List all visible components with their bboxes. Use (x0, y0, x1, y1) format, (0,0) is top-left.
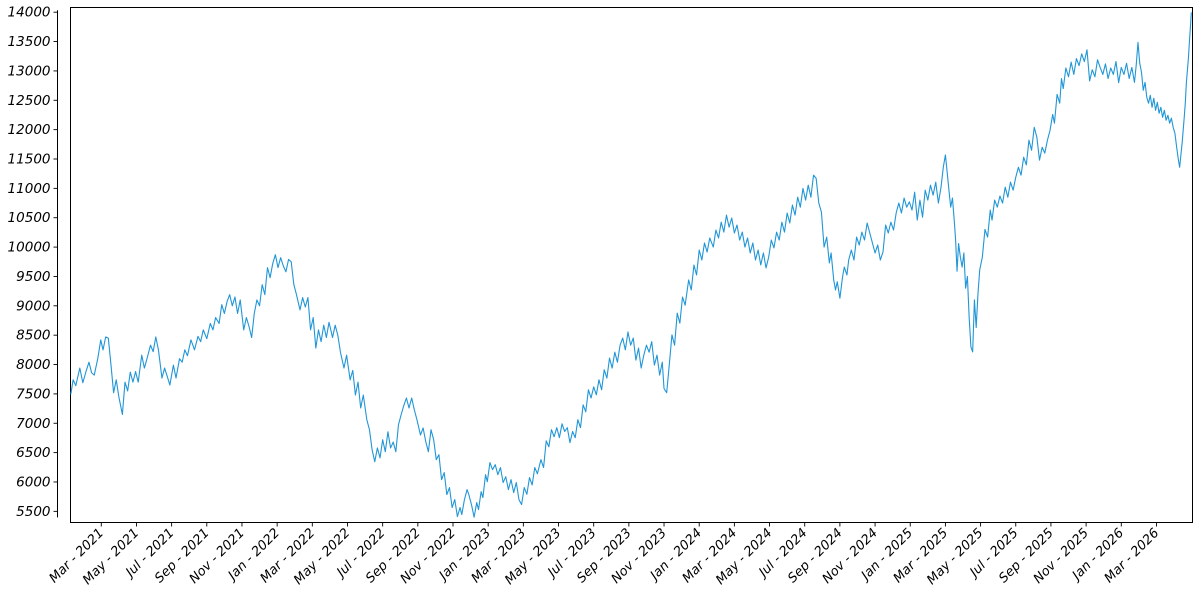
y-tick-label: 13000 (8, 63, 51, 79)
y-tick-label: 12500 (8, 93, 51, 109)
y-tick-label: 5500 (16, 504, 50, 520)
y-tick-label: 13500 (8, 34, 51, 50)
y-tick-label: 6000 (16, 474, 50, 490)
y-tick-label: 11500 (8, 152, 51, 168)
y-tick-label: 7500 (16, 386, 50, 402)
series-line-index-value (70, 12, 1192, 518)
plot-area-border (70, 7, 1193, 523)
y-tick-label: 9000 (16, 298, 50, 314)
y-tick-label: 9500 (16, 269, 50, 285)
y-tick-label: 14000 (8, 5, 51, 21)
y-tick-label: 10000 (8, 240, 51, 256)
y-tick-label: 6500 (16, 445, 50, 461)
y-tick-label: 11000 (8, 181, 51, 197)
y-tick-label: 12000 (8, 122, 51, 138)
y-tick-label: 7000 (16, 416, 50, 432)
y-tick-label: 10500 (8, 210, 51, 226)
y-tick-label: 8000 (16, 357, 50, 373)
y-tick-label: 8500 (16, 328, 50, 344)
